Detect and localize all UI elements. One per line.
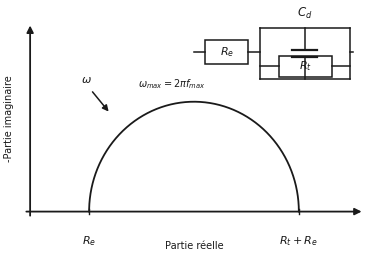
Text: $\omega_{max}=2\pi f_{max}$: $\omega_{max}=2\pi f_{max}$ [138, 78, 206, 91]
Text: $R_e$: $R_e$ [82, 234, 96, 248]
Text: $C_d$: $C_d$ [297, 6, 312, 21]
Text: Partie réelle: Partie réelle [165, 241, 223, 251]
Bar [205, 40, 248, 64]
Text: -Partie imaginaire: -Partie imaginaire [4, 76, 14, 162]
Bar [279, 56, 332, 77]
Text: $R_t$: $R_t$ [299, 60, 312, 73]
Text: $R_e$: $R_e$ [220, 45, 234, 59]
Text: $\omega$: $\omega$ [81, 75, 92, 85]
Text: $R_t+R_e$: $R_t+R_e$ [279, 234, 318, 248]
